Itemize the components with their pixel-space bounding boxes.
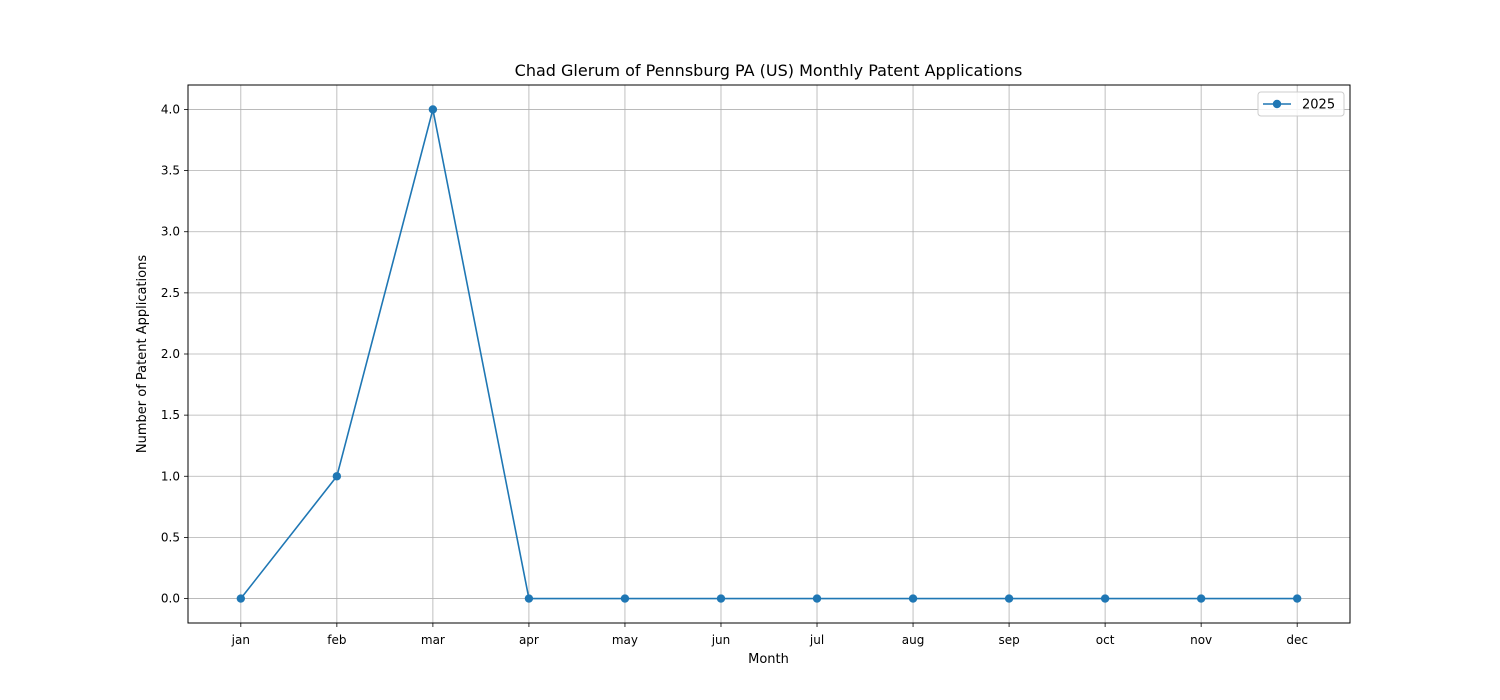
y-tick-label: 4.0 <box>161 102 180 116</box>
x-tick-label: aug <box>902 633 925 647</box>
y-tick-label: 1.0 <box>161 469 180 483</box>
y-tick-label: 3.5 <box>161 164 180 178</box>
x-tick-label: jun <box>711 633 731 647</box>
x-tick-label: apr <box>519 633 539 647</box>
y-tick-label: 2.5 <box>161 286 180 300</box>
x-axis-title: Month <box>748 652 789 667</box>
y-tick-label: 2.0 <box>161 347 180 361</box>
data-point <box>1101 594 1109 602</box>
chart-title: Chad Glerum of Pennsburg PA (US) Monthly… <box>515 61 1023 80</box>
x-tick-label: nov <box>1190 633 1212 647</box>
data-point <box>333 472 341 480</box>
y-tick-label: 1.5 <box>161 408 180 422</box>
data-point <box>1293 594 1301 602</box>
data-point <box>1005 594 1013 602</box>
axes: jan feb mar apr may jun jul aug sep oct nov dec 0.0 0… <box>161 85 1350 647</box>
data-point <box>717 594 725 602</box>
x-tick-label: mar <box>421 633 445 647</box>
data-point <box>237 594 245 602</box>
x-tick-label: may <box>612 633 638 647</box>
y-tick-label: 0.0 <box>161 592 180 606</box>
x-tick-label: sep <box>998 633 1019 647</box>
x-tick-label: dec <box>1286 633 1308 647</box>
x-tick-label: jan <box>231 633 250 647</box>
legend-label: 2025 <box>1302 98 1335 113</box>
data-point <box>429 105 437 113</box>
y-tick-label: 3.0 <box>161 225 180 239</box>
data-point <box>1197 594 1205 602</box>
data-point <box>621 594 629 602</box>
grid-lines <box>188 85 1350 623</box>
y-axis-title: Number of Patent Applications <box>135 255 150 453</box>
x-tick-label: oct <box>1096 633 1115 647</box>
y-tick-label: 0.5 <box>161 530 180 544</box>
x-tick-label: jul <box>809 633 824 647</box>
legend-marker <box>1273 100 1281 108</box>
data-point <box>909 594 917 602</box>
data-point <box>525 594 533 602</box>
data-point <box>813 594 821 602</box>
legend: 2025 <box>1258 92 1344 116</box>
x-tick-label: feb <box>327 633 346 647</box>
